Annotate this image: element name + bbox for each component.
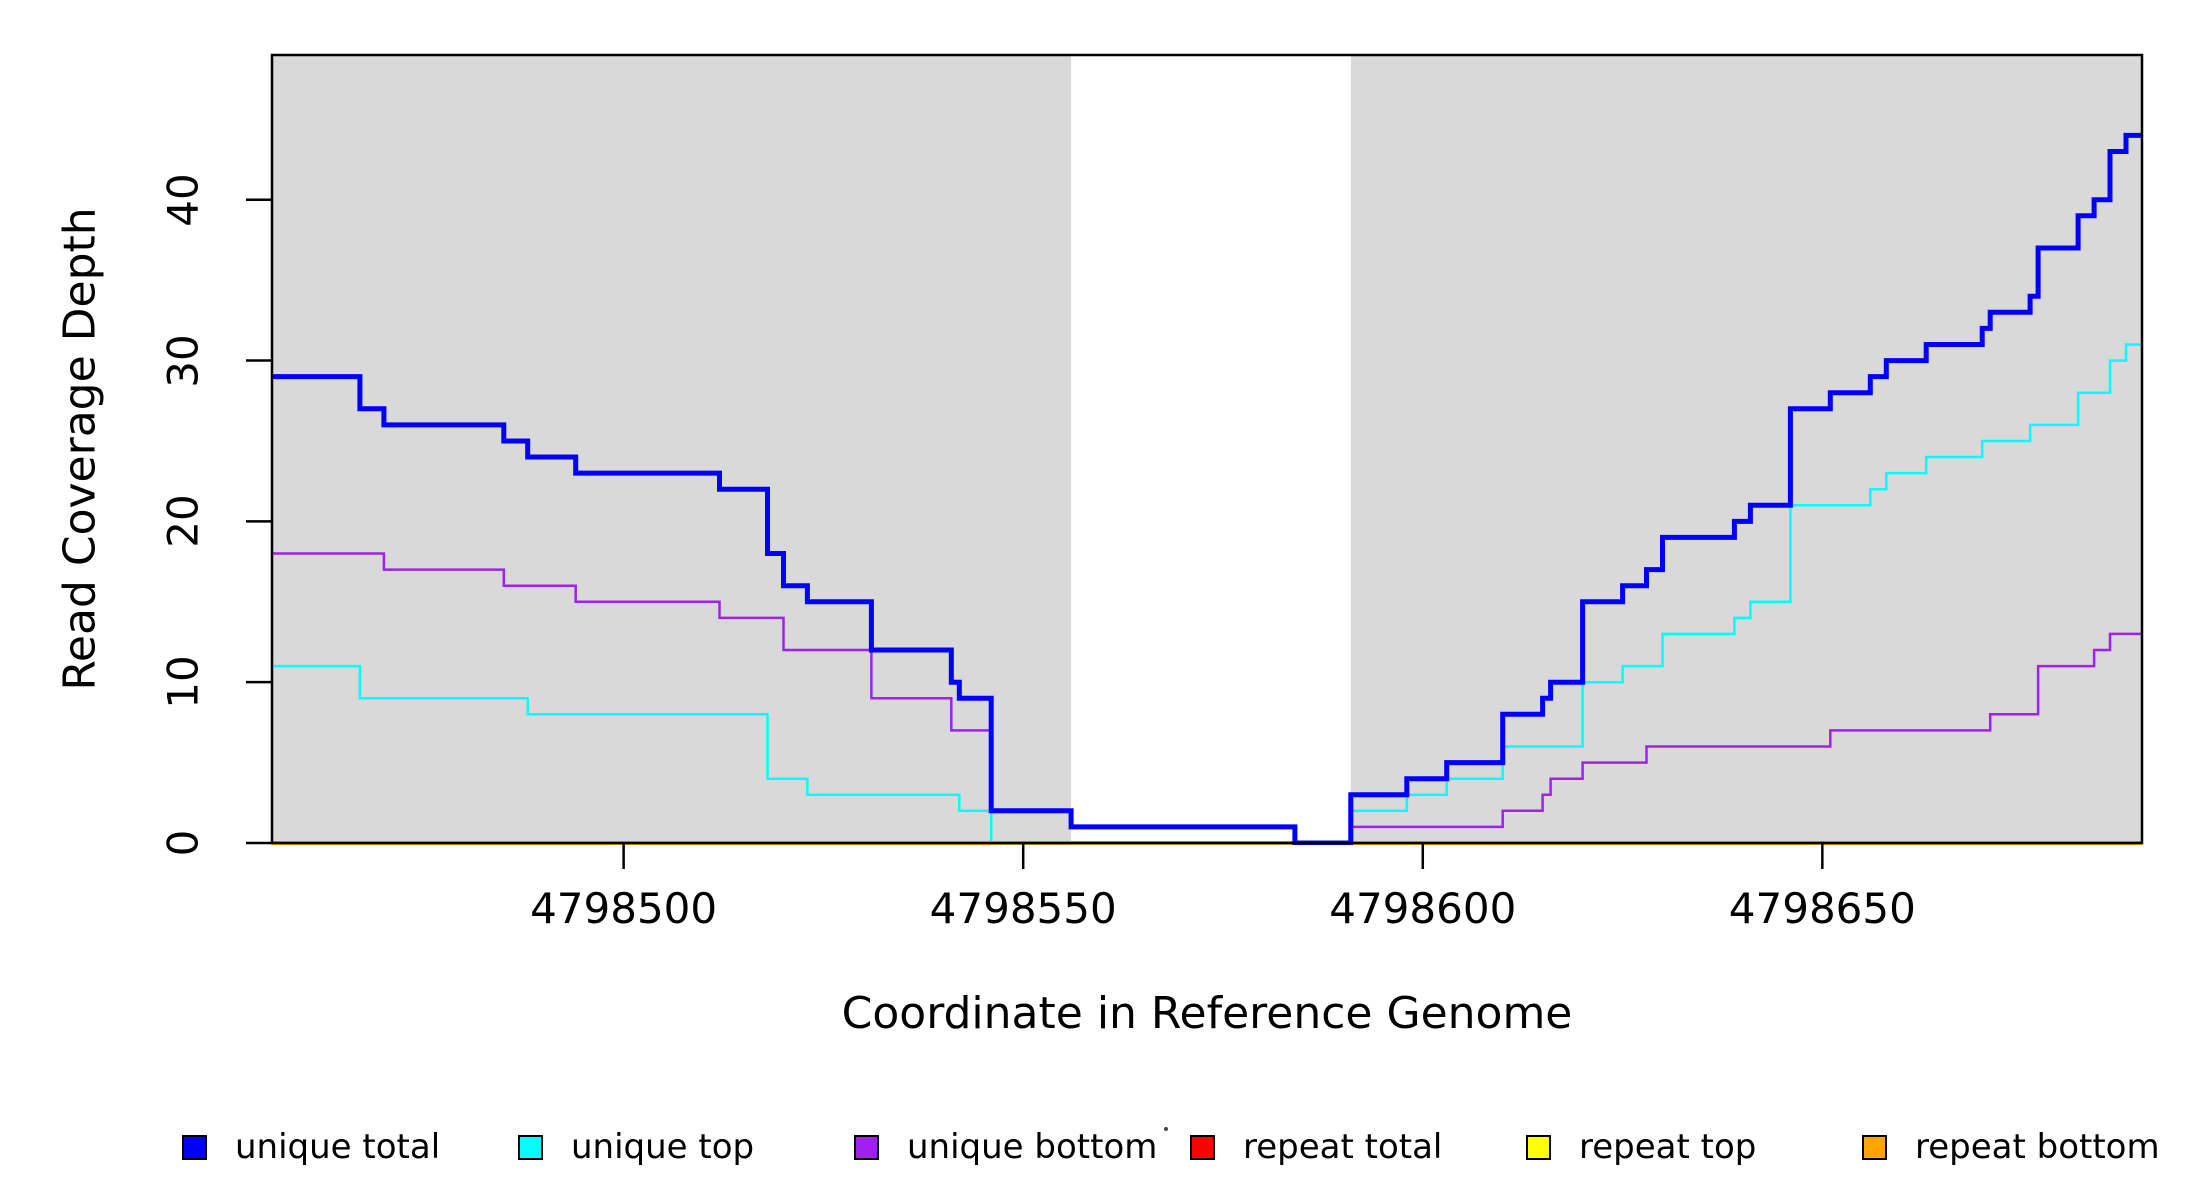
series-unique-top bbox=[272, 343, 2142, 845]
y-axis-title: Read Coverage Depth bbox=[54, 207, 106, 691]
legend-item-repeat-total: repeat total bbox=[1190, 1127, 1443, 1167]
legend-item-repeat-top: repeat top bbox=[1526, 1127, 1757, 1167]
x-axis-title: Coordinate in Reference Genome bbox=[841, 988, 1573, 1039]
x-tick-label-4798500: 4798500 bbox=[530, 884, 718, 933]
legend-item-unique-top: unique top bbox=[518, 1127, 755, 1167]
legend-swatch-unique-bottom bbox=[854, 1134, 879, 1160]
plot-box-border bbox=[270, 53, 2144, 845]
y-tick-label-10: 10 bbox=[158, 655, 208, 709]
y-tick-label-30: 30 bbox=[158, 333, 208, 388]
shaded-region-0 bbox=[272, 55, 1072, 843]
legend-label-unique-bottom: unique bottom bbox=[907, 1127, 1158, 1167]
legend-label-repeat-bottom: repeat bottom bbox=[1915, 1127, 2160, 1167]
legend-label-repeat-top: repeat top bbox=[1579, 1127, 1757, 1167]
legend-item-unique-bottom: unique bottom bbox=[854, 1127, 1158, 1167]
legend-swatch-repeat-top bbox=[1526, 1134, 1551, 1160]
series-unique-total bbox=[272, 132, 2142, 845]
legend-swatch-unique-total bbox=[182, 1134, 207, 1160]
legend-label-unique-total: unique total bbox=[235, 1127, 441, 1167]
y-tick-label-0: 0 bbox=[158, 829, 208, 857]
legend-label-repeat-total: repeat total bbox=[1243, 1127, 1443, 1167]
x-tick-label-4798550: 4798550 bbox=[929, 884, 1117, 933]
shaded-region-1 bbox=[1350, 55, 2142, 843]
y-tick-label-40: 40 bbox=[158, 173, 208, 227]
legend-swatch-repeat-bottom bbox=[1862, 1134, 1887, 1160]
x-tick-label-4798600: 4798600 bbox=[1329, 884, 1517, 933]
x-tick-label-4798650: 4798650 bbox=[1728, 884, 1916, 933]
y-tick-label-20: 20 bbox=[158, 494, 208, 549]
legend-swatch-repeat-total bbox=[1190, 1134, 1215, 1160]
legend-label-unique-top: unique top bbox=[571, 1127, 755, 1167]
legend-swatch-unique-top bbox=[518, 1134, 543, 1160]
legend-item-repeat-bottom: repeat bottom bbox=[1862, 1127, 2160, 1167]
stray-dot-artifact bbox=[1164, 1127, 1168, 1131]
legend-item-unique-total: unique total bbox=[182, 1127, 441, 1167]
